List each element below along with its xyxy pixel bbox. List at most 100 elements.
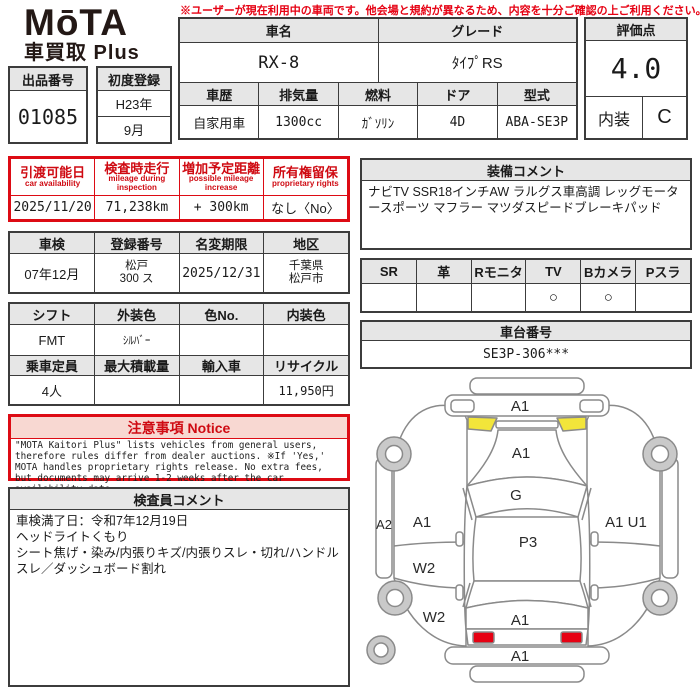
- inspector-comment-box: 検査員コメント 車検満了日：令和7年12月19日 ヘッドライトくもり シート焦げ…: [8, 487, 350, 687]
- vehicle-history-value: 自家用車: [180, 105, 259, 138]
- plate-number-value: 松戸 300 ス: [93, 253, 179, 292]
- sunroof-header: SR: [362, 260, 416, 283]
- left-c-pillar-line: [462, 582, 471, 608]
- chassis-number-box: 車台番号 SE3P-306***: [360, 320, 692, 369]
- exterior-color-header: 外装色: [93, 304, 179, 324]
- vehicle-displacement-value: 1300cc: [258, 105, 338, 138]
- spec-table: シフト 外装色 色No. 内装色 FMT ｼﾙﾊﾞｰ 乗車定員 最大積載量 輸入…: [8, 302, 350, 406]
- back-camera-mark: ○: [580, 283, 636, 311]
- power-slide-mark: [635, 283, 690, 311]
- left-front-hinge-mark: [455, 531, 464, 547]
- vehicle-grade-header: グレード: [377, 19, 576, 42]
- inspector-comment-body: 車検満了日：令和7年12月19日 ヘッドライトくもり シート焦げ・染み/内張りキ…: [10, 509, 348, 685]
- left-front-door-grade: W2: [413, 560, 436, 577]
- shift-header: シフト: [10, 304, 94, 324]
- front-bumper: [444, 394, 610, 417]
- interior-grade: C: [642, 96, 686, 138]
- notice-box: 注意事項 Notice "MOTA Kaitori Plus" lists ve…: [8, 414, 350, 495]
- interior-color-value: [263, 324, 348, 355]
- wheel-hubs: [373, 444, 670, 658]
- equipment-comment-body: ナビTV SSR18インチAW ラルグス車高調 レッグモータースポーツ マフラー…: [362, 180, 690, 248]
- rear-monitor-mark: [470, 283, 526, 311]
- vehicle-fuel-value: ｶﾞｿﾘﾝ: [337, 105, 418, 138]
- recycle-header: リサイクル: [263, 355, 348, 375]
- rear-bumper-grade: A1: [511, 648, 529, 665]
- left-front-fender-grade: A1: [413, 514, 431, 531]
- vehicle-table: 車名 グレード RX-8 ﾀｲﾌﾟRS 車歴 排気量 燃料 ドア 型式 自家用車…: [178, 17, 578, 140]
- rear-left-hub: [385, 588, 405, 608]
- district-header: 地区: [263, 233, 348, 253]
- trunk-lid: [465, 599, 589, 630]
- lot-number-value: 01085: [10, 90, 86, 142]
- score-header: 評価点: [586, 19, 686, 40]
- grille: [495, 420, 559, 429]
- tv-mark: ○: [525, 283, 581, 311]
- power-slide-header: Pスラ: [635, 260, 690, 283]
- front-lip: [469, 377, 585, 395]
- left-a-pillar-line: [462, 487, 473, 521]
- shaken-value: 07年12月: [10, 253, 94, 292]
- front-bumper-grade: A1: [511, 398, 529, 415]
- mileage-header-en: mileage during inspection: [108, 174, 166, 192]
- back-camera-header: Bカメラ: [580, 260, 636, 283]
- left-headlight: [467, 416, 498, 432]
- lot-number-label: 出品番号: [10, 68, 86, 90]
- first-registration-month: 9月: [98, 116, 170, 142]
- mileage-header: 検査時走行 mileage during inspection: [94, 159, 179, 195]
- warning-banner: ※ユーザーが現在利用中の車両です。他会場と規約が異なるため、内容を十分ご確認の上…: [180, 5, 700, 17]
- mileage-increase-header: 増加予定距離 possible mileage increase: [178, 159, 263, 195]
- first-registration-year: H23年: [98, 90, 170, 116]
- availability-date-header: 引渡可能日 car availability: [11, 159, 95, 195]
- availability-date-header-en: car availability: [25, 178, 81, 188]
- right-c-pillar-line: [583, 582, 592, 608]
- chassis-number-title: 車台番号: [362, 322, 690, 340]
- trunk-grade: A1: [511, 612, 529, 629]
- color-no-value: [178, 324, 264, 355]
- rear-lip: [469, 665, 585, 683]
- chassis-number-value: SE3P-306***: [362, 340, 690, 367]
- vehicle-name-header: 車名: [180, 19, 378, 42]
- max-load-header: 最大積載量: [93, 355, 179, 375]
- front-left-hub: [384, 444, 404, 464]
- right-a-pillar-line: [581, 487, 592, 521]
- sunroof-mark: [362, 283, 416, 311]
- lot-number-box: 出品番号 01085: [8, 66, 88, 144]
- name-change-deadline-header: 名変期限: [178, 233, 264, 253]
- vehicle-model-header: 型式: [496, 82, 577, 105]
- logo-wordmark: MōTA: [24, 2, 128, 43]
- availability-date-header-jp: 引渡可能日: [20, 164, 86, 180]
- left-rear-quarter-grade: W2: [423, 609, 446, 626]
- leather-header: 革: [415, 260, 471, 283]
- import-header: 輸入車: [178, 355, 264, 375]
- availability-table: 引渡可能日 car availability 検査時走行 mileage dur…: [8, 156, 350, 222]
- hood-grade: A1: [512, 445, 530, 462]
- proprietary-rights-header-en: proprietary rights: [272, 178, 339, 188]
- right-front-hinge-mark: [590, 531, 599, 547]
- score-value: 4.0: [586, 40, 686, 96]
- proprietary-rights-header-jp: 所有権留保: [272, 164, 338, 180]
- left-taillight: [472, 631, 495, 644]
- windshield-grade: G: [510, 487, 522, 504]
- mileage-value: 71,238km: [94, 195, 179, 219]
- inspector-comment-title: 検査員コメント: [10, 489, 348, 509]
- tail-panel: [465, 628, 589, 646]
- equipment-comment-box: 装備コメント ナビTV SSR18インチAW ラルグス車高調 レッグモータースポ…: [360, 158, 692, 250]
- mileage-increase-header-jp: 増加予定距離: [182, 160, 261, 176]
- capacity-value: 4人: [10, 375, 94, 404]
- availability-date-value: 2025/11/20: [11, 195, 95, 219]
- mileage-increase-value: + 300km: [178, 195, 263, 219]
- vehicle-model-value: ABA-SE3P: [496, 105, 577, 138]
- shift-value: FMT: [10, 324, 94, 355]
- proprietary-rights-header: 所有権留保 proprietary rights: [262, 159, 347, 195]
- shaken-header: 車検: [10, 233, 94, 253]
- first-registration-box: 初度登録 H23年 9月: [96, 66, 172, 144]
- interior-label: 内装: [586, 96, 642, 138]
- color-no-header: 色No.: [178, 304, 264, 324]
- mileage-increase-header-en: possible mileage increase: [188, 174, 254, 192]
- plate-number-header: 登録番号: [93, 233, 179, 253]
- roof-grade: P3: [519, 534, 537, 551]
- front-right-hub: [650, 444, 670, 464]
- windshield: [466, 476, 588, 518]
- notice-title: 注意事項 Notice: [11, 417, 347, 438]
- vehicle-doors-header: ドア: [417, 82, 497, 105]
